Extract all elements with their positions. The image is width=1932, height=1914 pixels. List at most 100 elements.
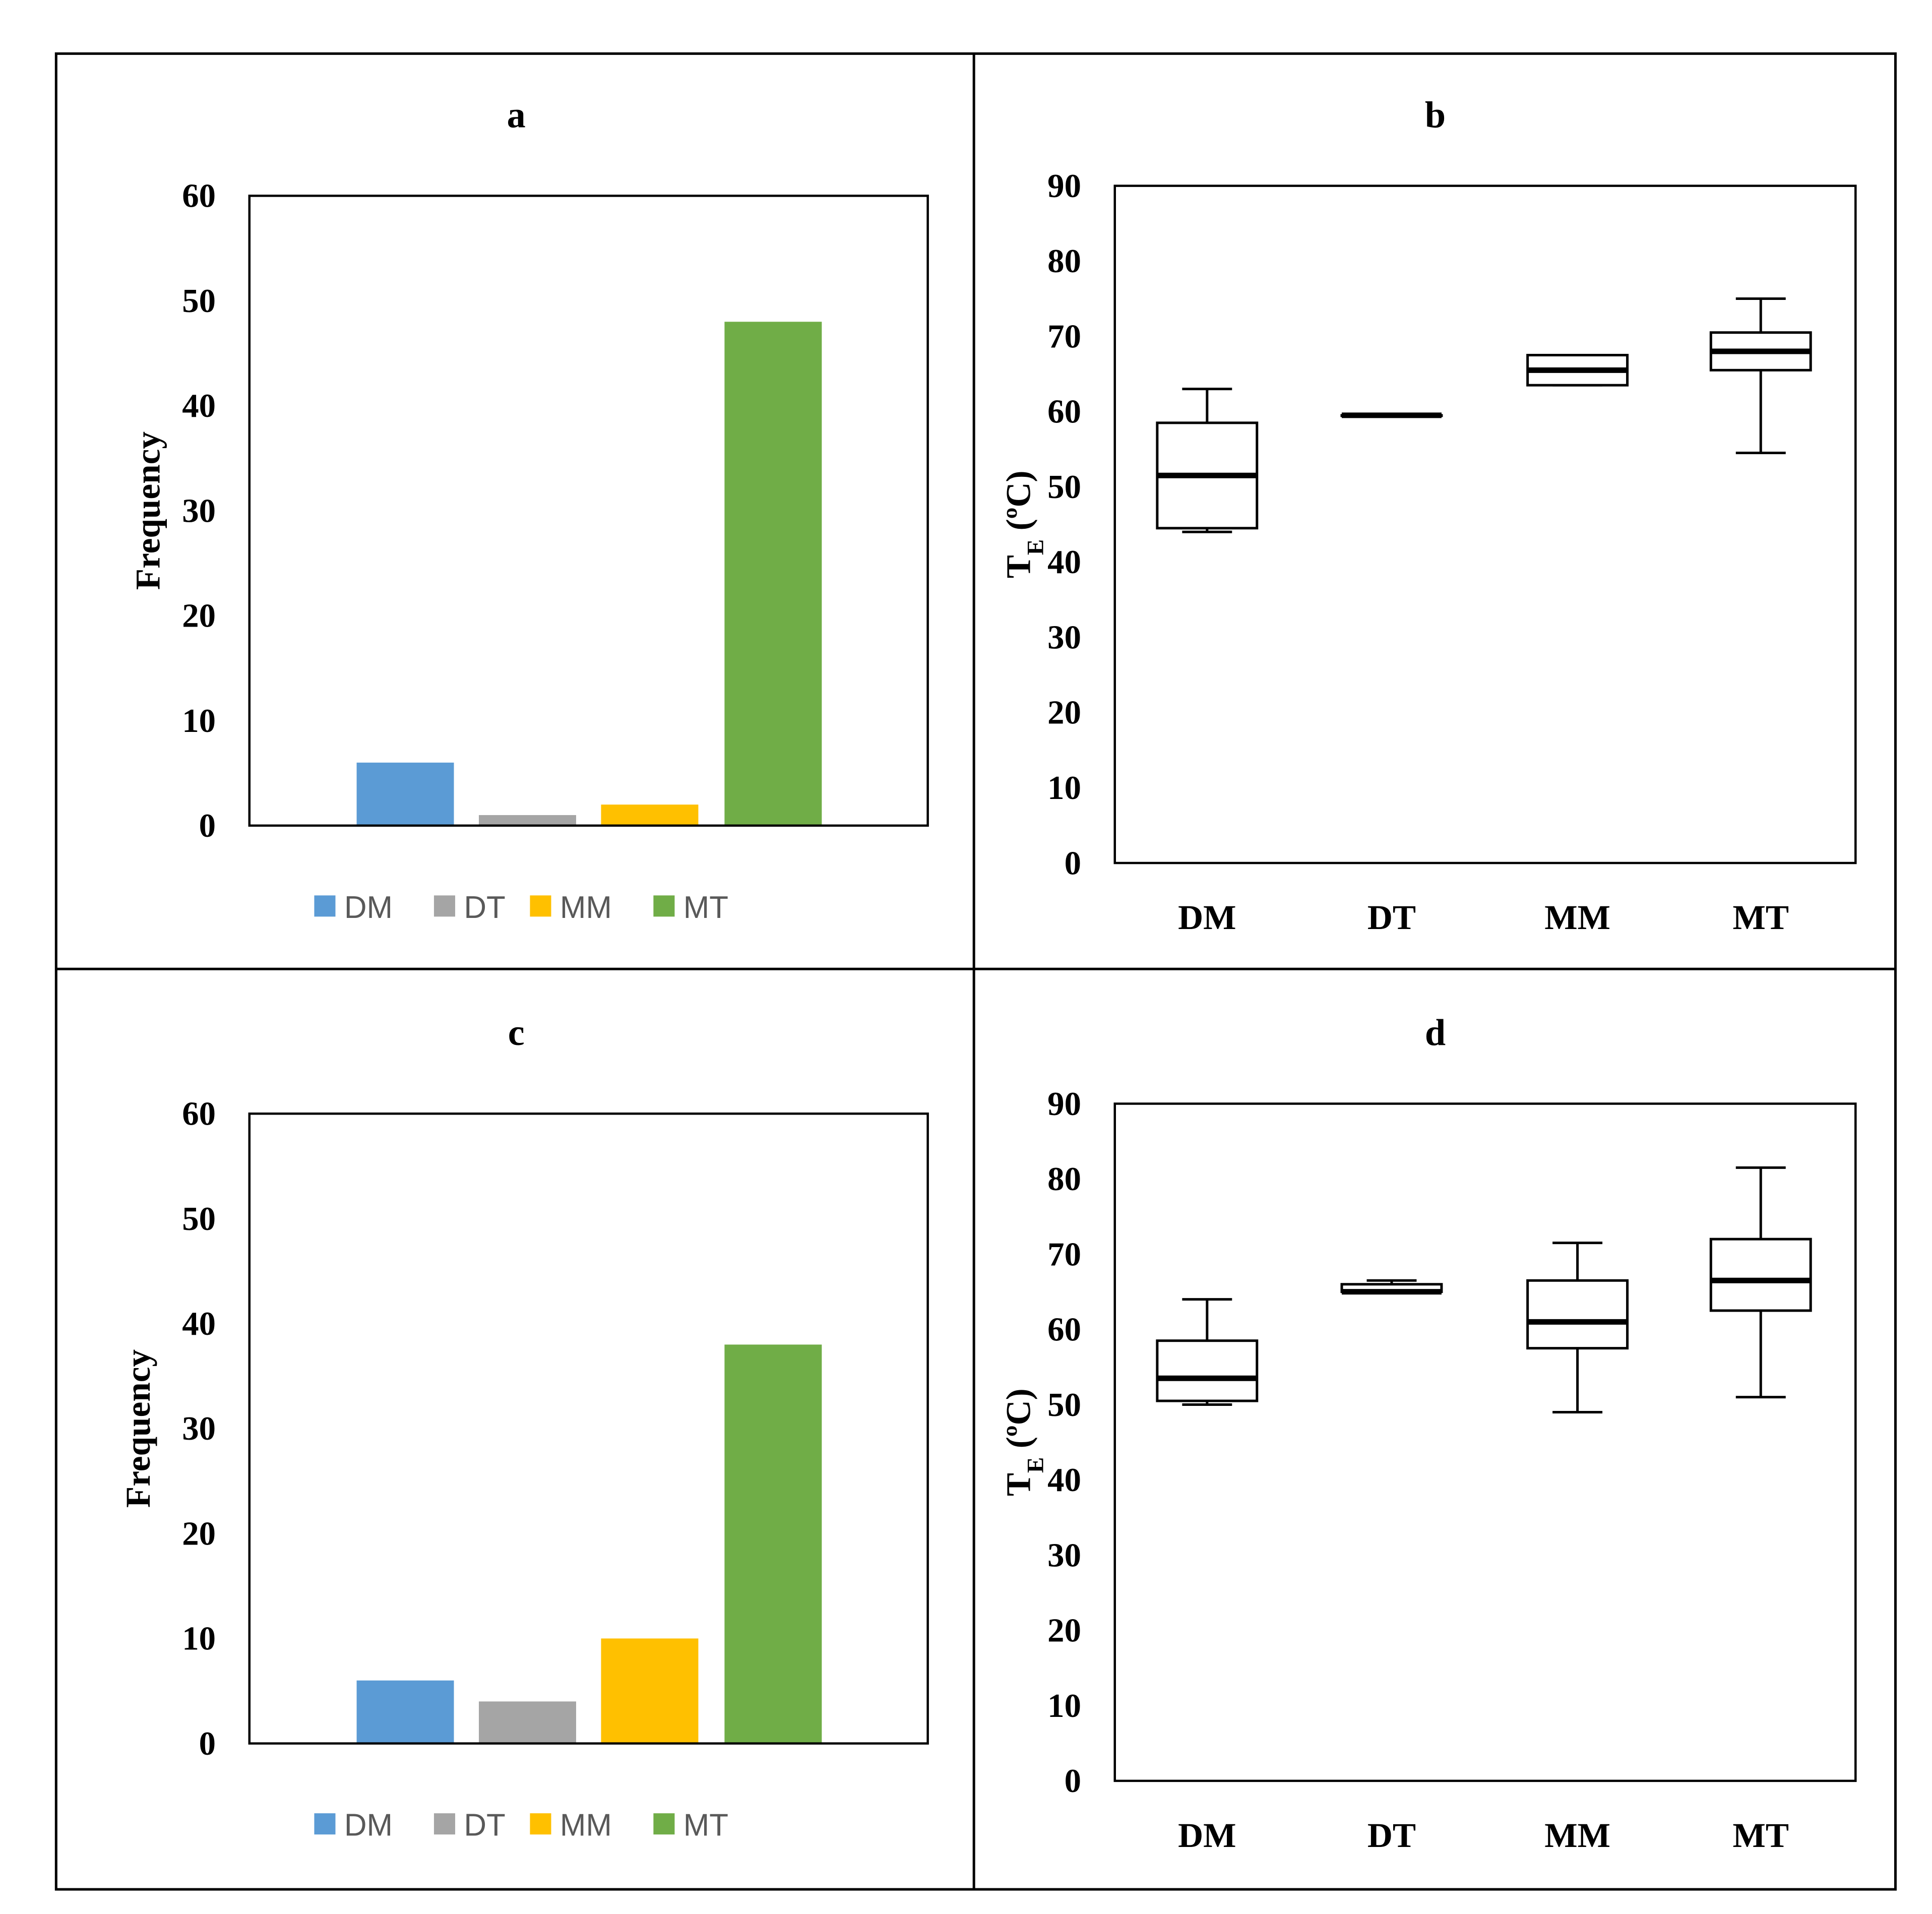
y-axis-label-rest: (ºC) — [999, 1388, 1038, 1457]
plot-frame — [248, 1113, 929, 1745]
box-dt — [1340, 412, 1443, 418]
bar-dt — [479, 1701, 576, 1744]
y-tick-label: 0 — [1065, 1762, 1081, 1800]
y-tick-label: 10 — [182, 702, 216, 739]
x-tick-label: MT — [1732, 1816, 1789, 1855]
box-mm — [1526, 1242, 1629, 1413]
y-tick-label: 30 — [1047, 1536, 1081, 1574]
box-mt — [1709, 297, 1812, 455]
box-dm — [1156, 1298, 1259, 1406]
y-tick-label: 40 — [182, 1305, 216, 1342]
y-tick-label: 0 — [199, 807, 216, 844]
panel-title: d — [1425, 1012, 1446, 1054]
y-tick-label: 80 — [1047, 1160, 1081, 1198]
panel-title: a — [507, 94, 526, 136]
y-axis-label-sub: E — [1023, 539, 1049, 555]
bar-mm — [601, 805, 699, 826]
y-tick-label: 70 — [1047, 318, 1081, 355]
legend-swatch-dt — [433, 895, 456, 917]
y-axis-label: TE (ºC) — [999, 470, 1049, 578]
panel-title: c — [508, 1012, 525, 1054]
bar-mt — [724, 322, 822, 826]
panel-b: b 0 10 20 30 40 50 60 70 80 90 TE (ºC) DM DT MM MT — [999, 94, 1857, 937]
bar-dm — [356, 1680, 454, 1744]
y-tick-label: 50 — [182, 282, 216, 320]
legend-label: MM — [560, 1808, 612, 1843]
y-axis-label: TE (ºC) — [999, 1388, 1049, 1496]
y-tick-label: 60 — [1047, 393, 1081, 430]
x-tick-label: DM — [1178, 898, 1236, 937]
bar-dt — [479, 815, 576, 826]
y-tick-label: 0 — [199, 1725, 216, 1762]
legend-label: DM — [344, 890, 393, 925]
y-tick-label: 50 — [182, 1200, 216, 1238]
x-tick-label: MM — [1544, 1816, 1610, 1855]
y-tick-label: 90 — [1047, 167, 1081, 205]
legend-label: DT — [464, 1808, 505, 1843]
legend-swatch-dt — [433, 1813, 456, 1835]
y-tick-label: 30 — [1047, 619, 1081, 656]
y-tick-label: 40 — [1047, 1461, 1081, 1499]
box-iqr — [1156, 1339, 1259, 1402]
y-axis-label: Frequency — [129, 431, 167, 590]
x-tick-label: DT — [1367, 898, 1416, 937]
y-tick-label: 50 — [1047, 468, 1081, 506]
figure-frame — [54, 52, 1897, 1891]
legend-label: MM — [560, 890, 612, 925]
y-tick-label: 0 — [1065, 844, 1081, 882]
panel-d: d 0 10 20 30 40 50 60 70 80 90 TE (ºC) DM DT MM MT — [999, 1012, 1857, 1855]
y-axis-label-rest: (ºC) — [999, 470, 1038, 539]
legend-swatch-mm — [530, 895, 551, 917]
legend-swatch-dm — [314, 1813, 336, 1835]
y-tick-label: 60 — [1047, 1311, 1081, 1348]
y-tick-label: 30 — [182, 492, 216, 529]
legend-swatch-mm — [530, 1813, 551, 1835]
y-tick-label: 20 — [1047, 694, 1081, 731]
x-tick-label: MT — [1732, 898, 1789, 937]
y-axis-label-sub: E — [1023, 1457, 1049, 1473]
y-tick-label: 90 — [1047, 1085, 1081, 1123]
box-dt — [1340, 1279, 1443, 1295]
legend-swatch-mt — [653, 1813, 675, 1835]
bar-mt — [724, 1344, 822, 1744]
y-tick-label: 10 — [182, 1620, 216, 1657]
y-tick-label: 20 — [1047, 1612, 1081, 1649]
y-axis-label-main: T — [999, 1473, 1038, 1496]
box-mm — [1526, 353, 1629, 387]
y-tick-label: 50 — [1047, 1386, 1081, 1424]
y-tick-label: 40 — [182, 387, 216, 424]
y-tick-label: 60 — [182, 177, 216, 215]
legend-swatch-dm — [314, 895, 336, 917]
x-tick-label: MM — [1544, 898, 1610, 937]
y-axis-label: Frequency — [118, 1349, 157, 1508]
legend-swatch-mt — [653, 895, 675, 917]
legend-label: MT — [683, 890, 728, 925]
y-tick-label: 20 — [182, 1515, 216, 1552]
x-tick-label: DM — [1178, 1816, 1236, 1855]
box-dm — [1156, 388, 1259, 533]
plot-frame — [1113, 1102, 1857, 1782]
panel-title: b — [1425, 94, 1446, 136]
box-iqr — [1526, 1279, 1629, 1350]
panel-c: c 0 10 20 30 40 50 60 Frequency DM DT MM MT — [118, 1012, 929, 1843]
y-tick-label: 20 — [182, 597, 216, 635]
plot-frame — [1113, 184, 1857, 865]
x-tick-label: DT — [1367, 1816, 1416, 1855]
panel-a: a 0 10 20 30 40 50 60 Frequency DM DT MM MT — [129, 94, 929, 925]
box-mt — [1709, 1166, 1812, 1399]
plot-frame — [248, 195, 929, 827]
y-tick-label: 60 — [182, 1095, 216, 1133]
y-axis-label-main: T — [999, 555, 1038, 578]
legend-label: DT — [464, 890, 505, 925]
bar-mm — [601, 1638, 699, 1744]
y-tick-label: 80 — [1047, 242, 1081, 280]
y-tick-label: 10 — [1047, 1687, 1081, 1724]
legend-label: MT — [683, 1808, 728, 1843]
box-iqr — [1709, 1238, 1812, 1312]
y-tick-label: 30 — [182, 1410, 216, 1447]
bar-dm — [356, 762, 454, 826]
legend-label: DM — [344, 1808, 393, 1843]
y-tick-label: 40 — [1047, 543, 1081, 581]
y-tick-label: 10 — [1047, 769, 1081, 807]
